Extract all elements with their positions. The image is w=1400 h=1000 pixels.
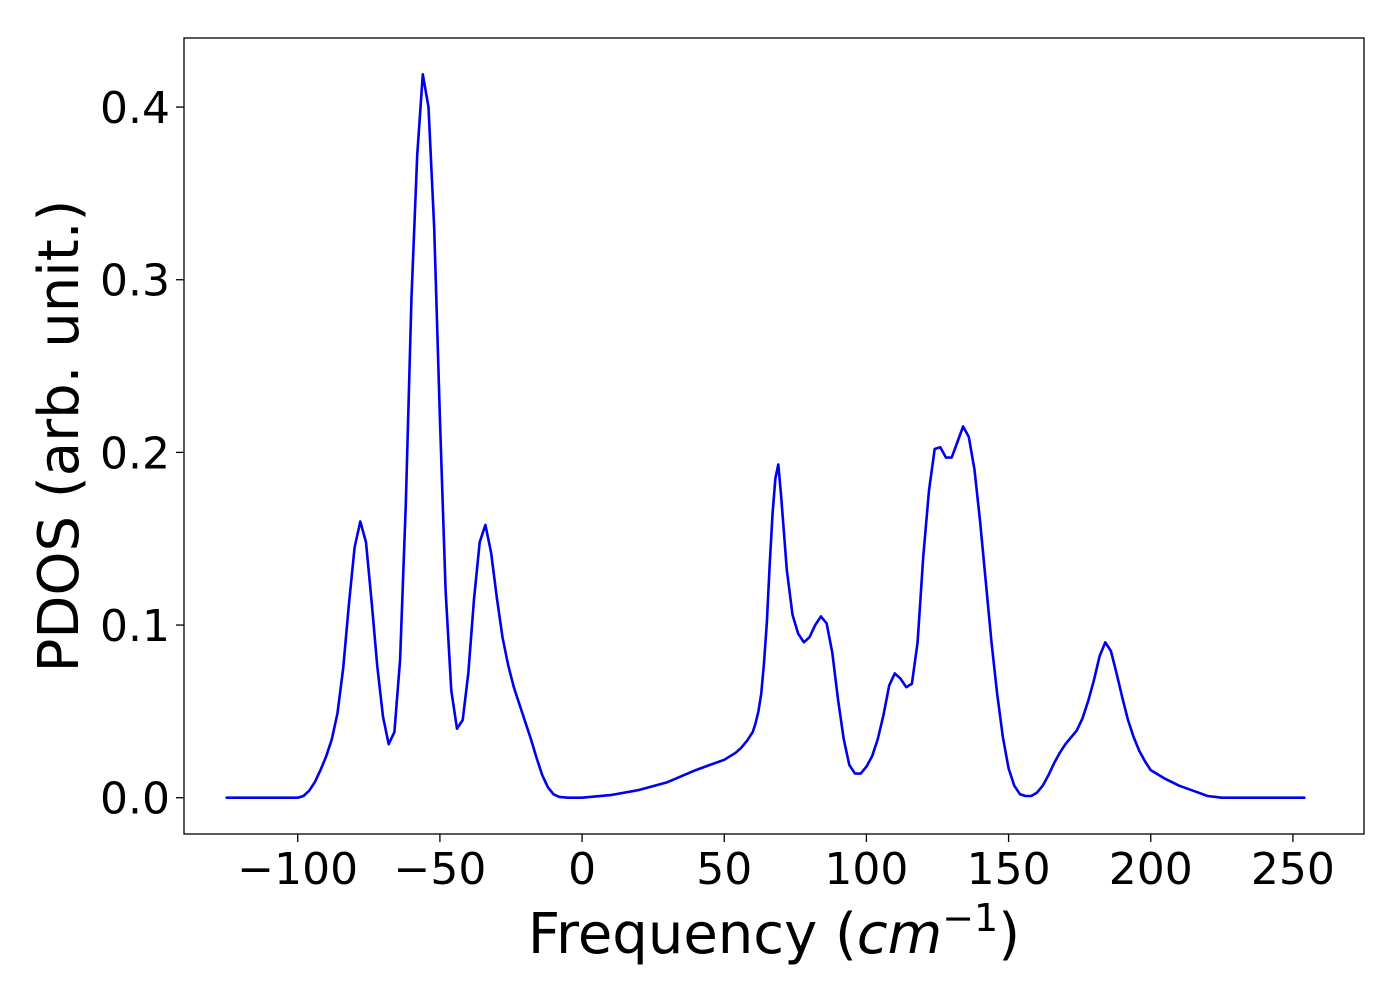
x-axis-label: Frequency (cm−1) bbox=[528, 896, 1020, 967]
y-tick-label: 0.2 bbox=[100, 428, 170, 479]
x-tick-label: 50 bbox=[696, 844, 752, 895]
y-tick-label: 0.4 bbox=[100, 83, 170, 134]
y-axis-label: PDOS (arb. unit.) bbox=[27, 200, 92, 673]
pdos-series-line bbox=[225, 73, 1306, 800]
x-tick-label: 200 bbox=[1109, 844, 1193, 895]
x-tick-label: 150 bbox=[967, 844, 1051, 895]
y-tick-label: 0.3 bbox=[100, 256, 170, 307]
x-axis-ticks: −100 −50 0 50 100 150 200 250 bbox=[237, 834, 1335, 895]
plot-frame bbox=[183, 37, 1365, 835]
plot-area bbox=[184, 38, 1364, 834]
y-tick-label: 0.0 bbox=[100, 774, 170, 825]
x-tick-label: −100 bbox=[237, 844, 358, 895]
x-tick-label: 250 bbox=[1251, 844, 1335, 895]
x-tick-label: −50 bbox=[393, 844, 486, 895]
x-tick-label: 100 bbox=[824, 844, 908, 895]
y-tick-label: 0.1 bbox=[100, 601, 170, 652]
y-axis-ticks: 0.0 0.1 0.2 0.3 0.4 bbox=[100, 83, 184, 825]
x-tick-label: 0 bbox=[568, 844, 596, 895]
